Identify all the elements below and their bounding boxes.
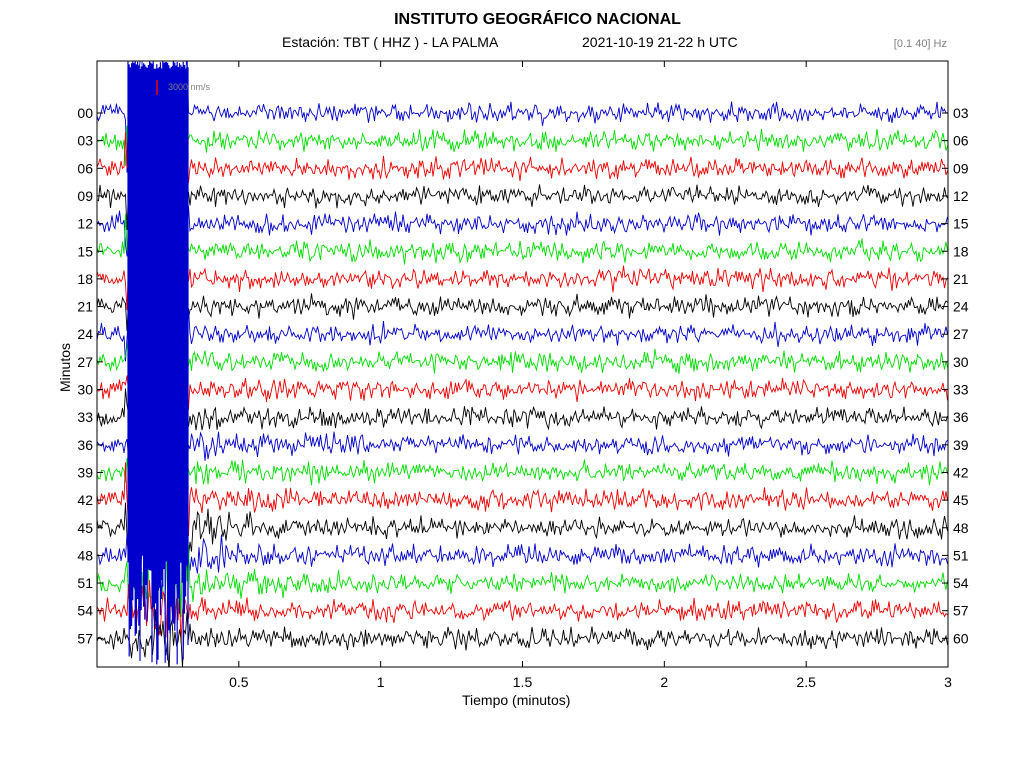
scale-label: 3000 nm/s — [168, 82, 211, 92]
y-tick-label-right: 06 — [953, 133, 969, 149]
y-tick-label-right: 18 — [953, 243, 969, 259]
trace-line — [97, 266, 948, 343]
y-tick-label-right: 60 — [953, 630, 969, 646]
y-tick-label-right: 30 — [953, 354, 969, 370]
y-tick-label-left: 03 — [77, 133, 93, 149]
x-tick-label: 2 — [660, 674, 668, 690]
trace-line — [97, 131, 948, 209]
trace-line — [97, 609, 948, 667]
y-tick-label-left: 51 — [77, 575, 93, 591]
y-tick-label-right: 12 — [953, 188, 969, 204]
x-axis-label: Tiempo (minutos) — [462, 692, 571, 708]
trace-line — [97, 579, 948, 644]
y-tick-label-left: 45 — [77, 520, 93, 536]
trace-line — [97, 61, 948, 173]
y-tick-label-left: 21 — [77, 299, 93, 315]
y-tick-label-right: 51 — [953, 547, 969, 563]
plot-frame — [96, 60, 949, 668]
y-tick-label-right: 48 — [953, 520, 969, 536]
trace-line — [97, 483, 948, 562]
x-tick-label: 0.5 — [229, 674, 249, 690]
y-tick-label-left: 15 — [77, 243, 93, 259]
y-tick-label-left: 30 — [77, 382, 93, 398]
y-tick-label-left: 48 — [77, 547, 93, 563]
y-tick-label-left: 57 — [77, 630, 93, 646]
trace-line — [97, 212, 948, 276]
event-saturated-trace — [127, 61, 189, 665]
filter-band-label: [0.1 40] Hz — [893, 38, 947, 50]
trace-line — [97, 515, 948, 600]
station-text: Estación: TBT ( HHZ ) - LA PALMA — [282, 34, 499, 50]
y-tick-label-left: 12 — [77, 216, 93, 232]
trace-line — [97, 258, 948, 315]
y-tick-label-right: 09 — [953, 160, 969, 176]
x-tick-label: 3 — [944, 674, 952, 690]
trace-line — [97, 462, 948, 536]
y-tick-label-right: 24 — [953, 299, 969, 315]
trace-line — [97, 538, 948, 617]
y-tick-label-left: 42 — [77, 492, 93, 508]
y-tick-label-left: 09 — [77, 188, 93, 204]
y-tick-label-right: 21 — [953, 271, 969, 287]
y-tick-label-left: 00 — [77, 105, 93, 121]
x-tick-label: 2.5 — [796, 674, 816, 690]
y-tick-label-right: 57 — [953, 603, 969, 619]
trace-line — [97, 350, 948, 427]
traces-group — [97, 61, 948, 667]
x-tick-label: 1.5 — [513, 674, 533, 690]
y-tick-label-left: 06 — [77, 160, 93, 176]
y-tick-label-left: 33 — [77, 409, 93, 425]
y-tick-label-left: 27 — [77, 354, 93, 370]
y-tick-label-right: 45 — [953, 492, 969, 508]
y-tick-label-right: 33 — [953, 382, 969, 398]
trace-line — [97, 331, 948, 400]
y-tick-label-right: 42 — [953, 464, 969, 480]
chart-title: INSTITUTO GEOGRÁFICO NACIONAL — [394, 11, 681, 28]
y-tick-label-right: 39 — [953, 437, 969, 453]
date-range-label: 2021-10-19 21-22 h UTC — [582, 34, 738, 50]
y-tick-label-right: 54 — [953, 575, 969, 591]
y-tick-label-left: 54 — [77, 603, 93, 619]
y-tick-label-right: 36 — [953, 409, 969, 425]
trace-line — [97, 379, 948, 452]
trace-line — [97, 411, 948, 481]
trace-line — [97, 435, 948, 510]
trace-line — [97, 296, 948, 376]
y-tick-label-right: 27 — [953, 326, 969, 342]
y-tick-label-left: 39 — [77, 464, 93, 480]
y-tick-label-right: 15 — [953, 216, 969, 232]
trace-line — [97, 189, 948, 258]
y-tick-label-left: 36 — [77, 437, 93, 453]
x-tick-label: 1 — [377, 674, 385, 690]
trace-line — [97, 155, 948, 231]
station-label: Estación: TBT ( HHZ ) - LA PALMA 2021-10… — [282, 34, 738, 50]
y-tick-label-left: 24 — [77, 326, 93, 342]
trace-line — [97, 98, 948, 174]
y-tick-label-left: 18 — [77, 271, 93, 287]
y-tick-label-right: 03 — [953, 105, 969, 121]
